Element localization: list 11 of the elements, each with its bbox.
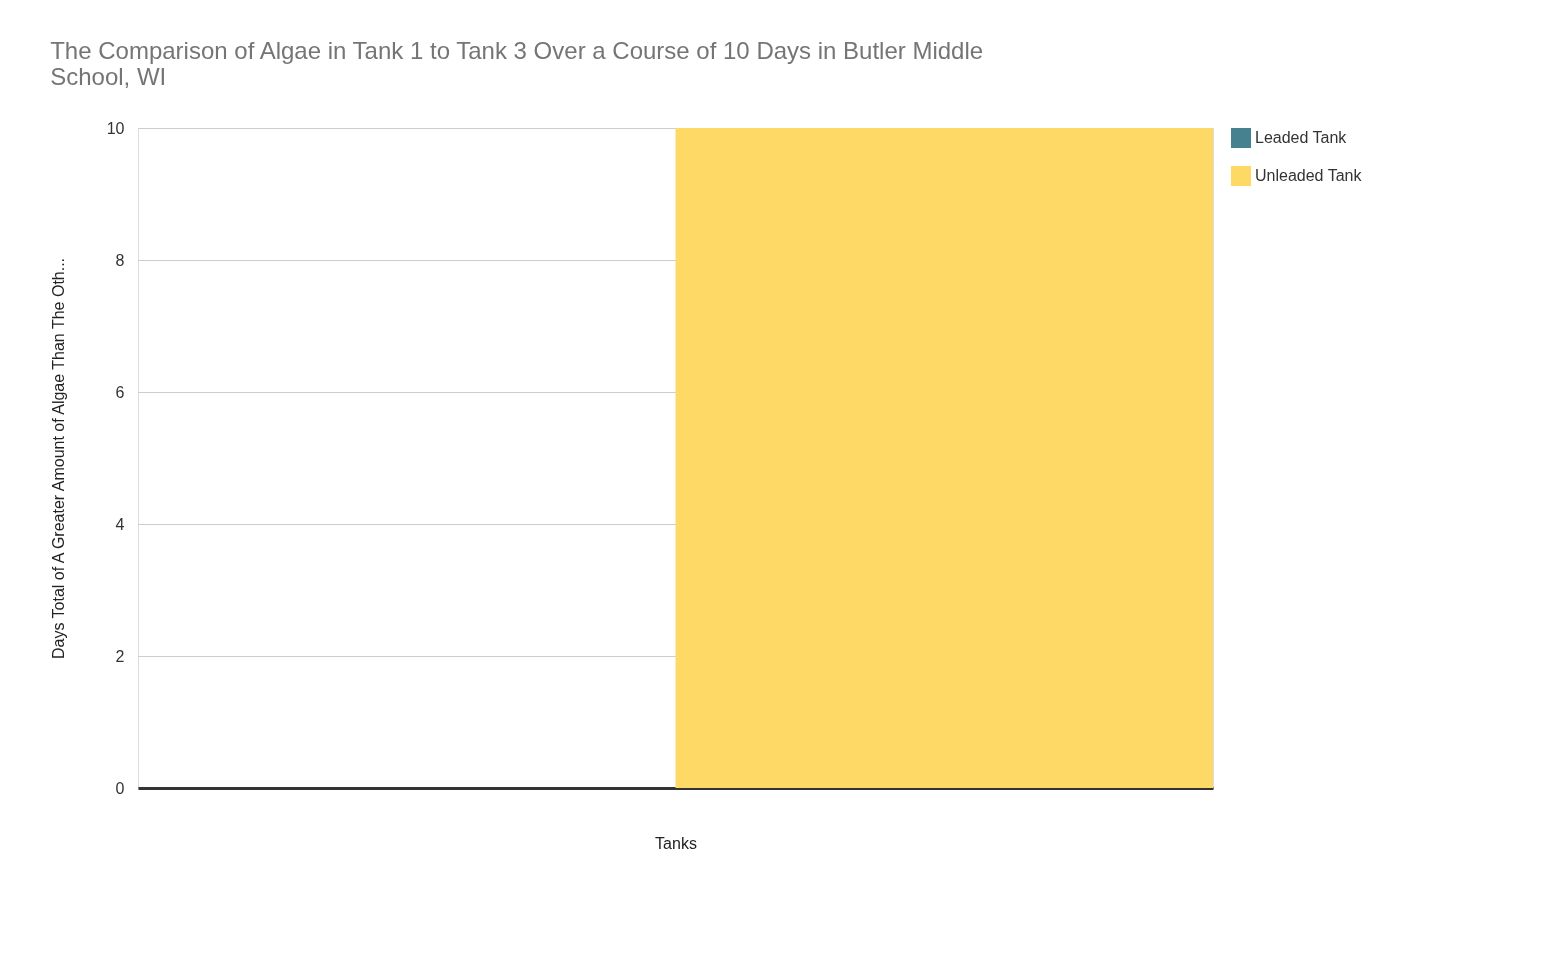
chart-title: The Comparison of Algae in Tank 1 to Tank 3 Over a Course of 10 Days in Butler Middle School, WI bbox=[50, 37, 984, 90]
y-tick-label: 6 bbox=[115, 383, 125, 401]
y-tick-label: 4 bbox=[115, 515, 125, 533]
x-axis-title: Tanks bbox=[655, 834, 697, 852]
y-axis-title: Days Total of A Greater Amount of Algae Than The Oth... bbox=[49, 257, 67, 660]
legend-label: Leaded Tank bbox=[1255, 129, 1348, 146]
y-tick-label: 2 bbox=[115, 647, 125, 665]
y-tick-label: 0 bbox=[115, 779, 125, 797]
y-tick-label: 10 bbox=[106, 119, 125, 137]
legend-label: Unleaded Tank bbox=[1255, 167, 1363, 184]
y-tick-label: 8 bbox=[115, 251, 125, 269]
